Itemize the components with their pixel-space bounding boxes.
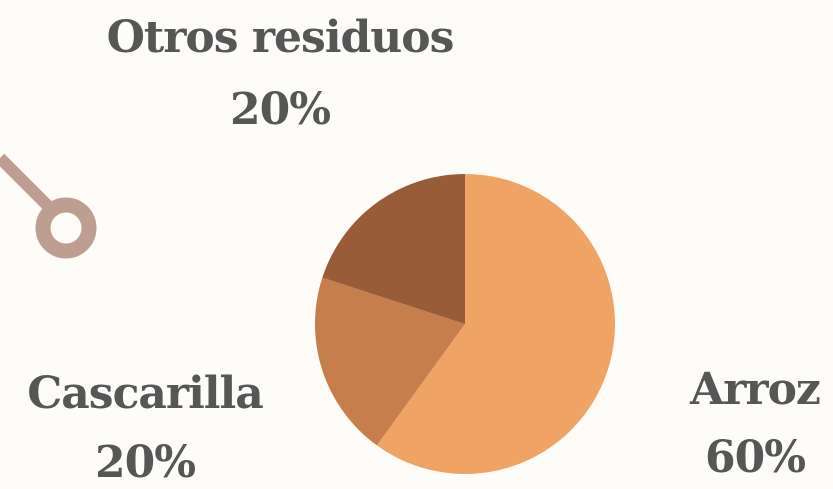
slice-label-arroz: Arroz: [690, 364, 821, 415]
slice-value-arroz: 60%: [704, 432, 806, 483]
pin-marker-icon: [0, 153, 97, 259]
label-arroz: Arroz 60%: [680, 368, 830, 480]
pie-chart: [314, 174, 616, 475]
slice-label-cascarilla: Cascarilla: [27, 368, 263, 419]
pie-slice-otros-residuos: [322, 174, 465, 324]
label-otros-residuos: Otros residuos 20%: [100, 16, 460, 132]
slice-label-otros-residuos: Otros residuos: [106, 12, 455, 63]
slice-value-cascarilla: 20%: [94, 437, 196, 488]
label-cascarilla: Cascarilla 20%: [15, 372, 275, 485]
pie-slice-cascarilla: [314, 277, 465, 446]
slice-value-otros-residuos: 20%: [229, 84, 331, 135]
pie-slice-arroz: [376, 174, 616, 475]
